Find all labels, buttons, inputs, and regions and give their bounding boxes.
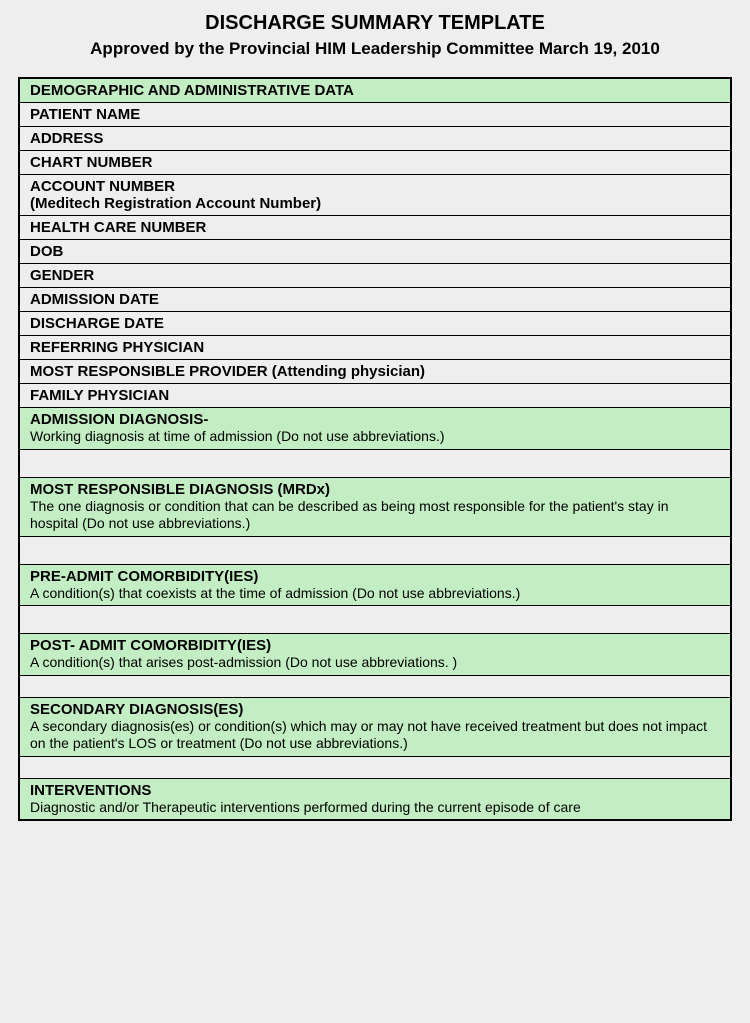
section-header-demographic: DEMOGRAPHIC AND ADMINISTRATIVE DATA [19,78,731,103]
block-secondary-desc: A secondary diagnosis(es) or condition(s… [30,718,720,753]
block-interventions-title: INTERVENTIONS [30,782,720,799]
block-mrdx-title: MOST RESPONSIBLE DIAGNOSIS (MRDx) [30,481,720,498]
field-family-physician: FAMILY PHYSICIAN [19,384,731,408]
field-account-number: ACCOUNT NUMBER (Meditech Registration Ac… [19,175,731,216]
field-account-number-main: ACCOUNT NUMBER [30,178,175,195]
empty-pre-admit [19,606,731,634]
empty-secondary [19,756,731,778]
empty-mrdx [19,536,731,564]
block-secondary-title: SECONDARY DIAGNOSIS(ES) [30,701,720,718]
document-subtitle: Approved by the Provincial HIM Leadershi… [18,39,732,59]
block-admission-diagnosis-title: ADMISSION DIAGNOSIS- [30,411,720,428]
block-pre-admit-desc: A condition(s) that coexists at the time… [30,585,720,603]
block-pre-admit: PRE-ADMIT COMORBIDITY(IES) A condition(s… [19,564,731,606]
document-title: DISCHARGE SUMMARY TEMPLATE [18,12,732,35]
empty-admission-diagnosis [19,449,731,477]
form-table: DEMOGRAPHIC AND ADMINISTRATIVE DATA PATI… [18,77,732,821]
field-patient-name: PATIENT NAME [19,103,731,127]
field-referring-physician: REFERRING PHYSICIAN [19,336,731,360]
field-gender: GENDER [19,264,731,288]
block-mrdx-desc: The one diagnosis or condition that can … [30,498,720,533]
block-interventions: INTERVENTIONS Diagnostic and/or Therapeu… [19,778,731,820]
field-admission-date: ADMISSION DATE [19,288,731,312]
block-secondary: SECONDARY DIAGNOSIS(ES) A secondary diag… [19,697,731,756]
field-discharge-date: DISCHARGE DATE [19,312,731,336]
field-chart-number: CHART NUMBER [19,151,731,175]
block-post-admit: POST- ADMIT COMORBIDITY(IES) A condition… [19,634,731,676]
field-health-care-number: HEALTH CARE NUMBER [19,216,731,240]
document-header: DISCHARGE SUMMARY TEMPLATE Approved by t… [18,12,732,59]
block-mrdx: MOST RESPONSIBLE DIAGNOSIS (MRDx) The on… [19,477,731,536]
field-dob: DOB [19,240,731,264]
field-account-number-sub: (Meditech Registration Account Number) [30,195,720,212]
block-post-admit-desc: A condition(s) that arises post-admissio… [30,654,720,672]
empty-post-admit [19,675,731,697]
block-post-admit-title: POST- ADMIT COMORBIDITY(IES) [30,637,720,654]
field-address: ADDRESS [19,127,731,151]
field-most-responsible-provider: MOST RESPONSIBLE PROVIDER (Attending phy… [19,360,731,384]
block-admission-diagnosis: ADMISSION DIAGNOSIS- Working diagnosis a… [19,408,731,450]
block-interventions-desc: Diagnostic and/or Therapeutic interventi… [30,799,720,817]
block-admission-diagnosis-desc: Working diagnosis at time of admission (… [30,428,720,446]
block-pre-admit-title: PRE-ADMIT COMORBIDITY(IES) [30,568,720,585]
